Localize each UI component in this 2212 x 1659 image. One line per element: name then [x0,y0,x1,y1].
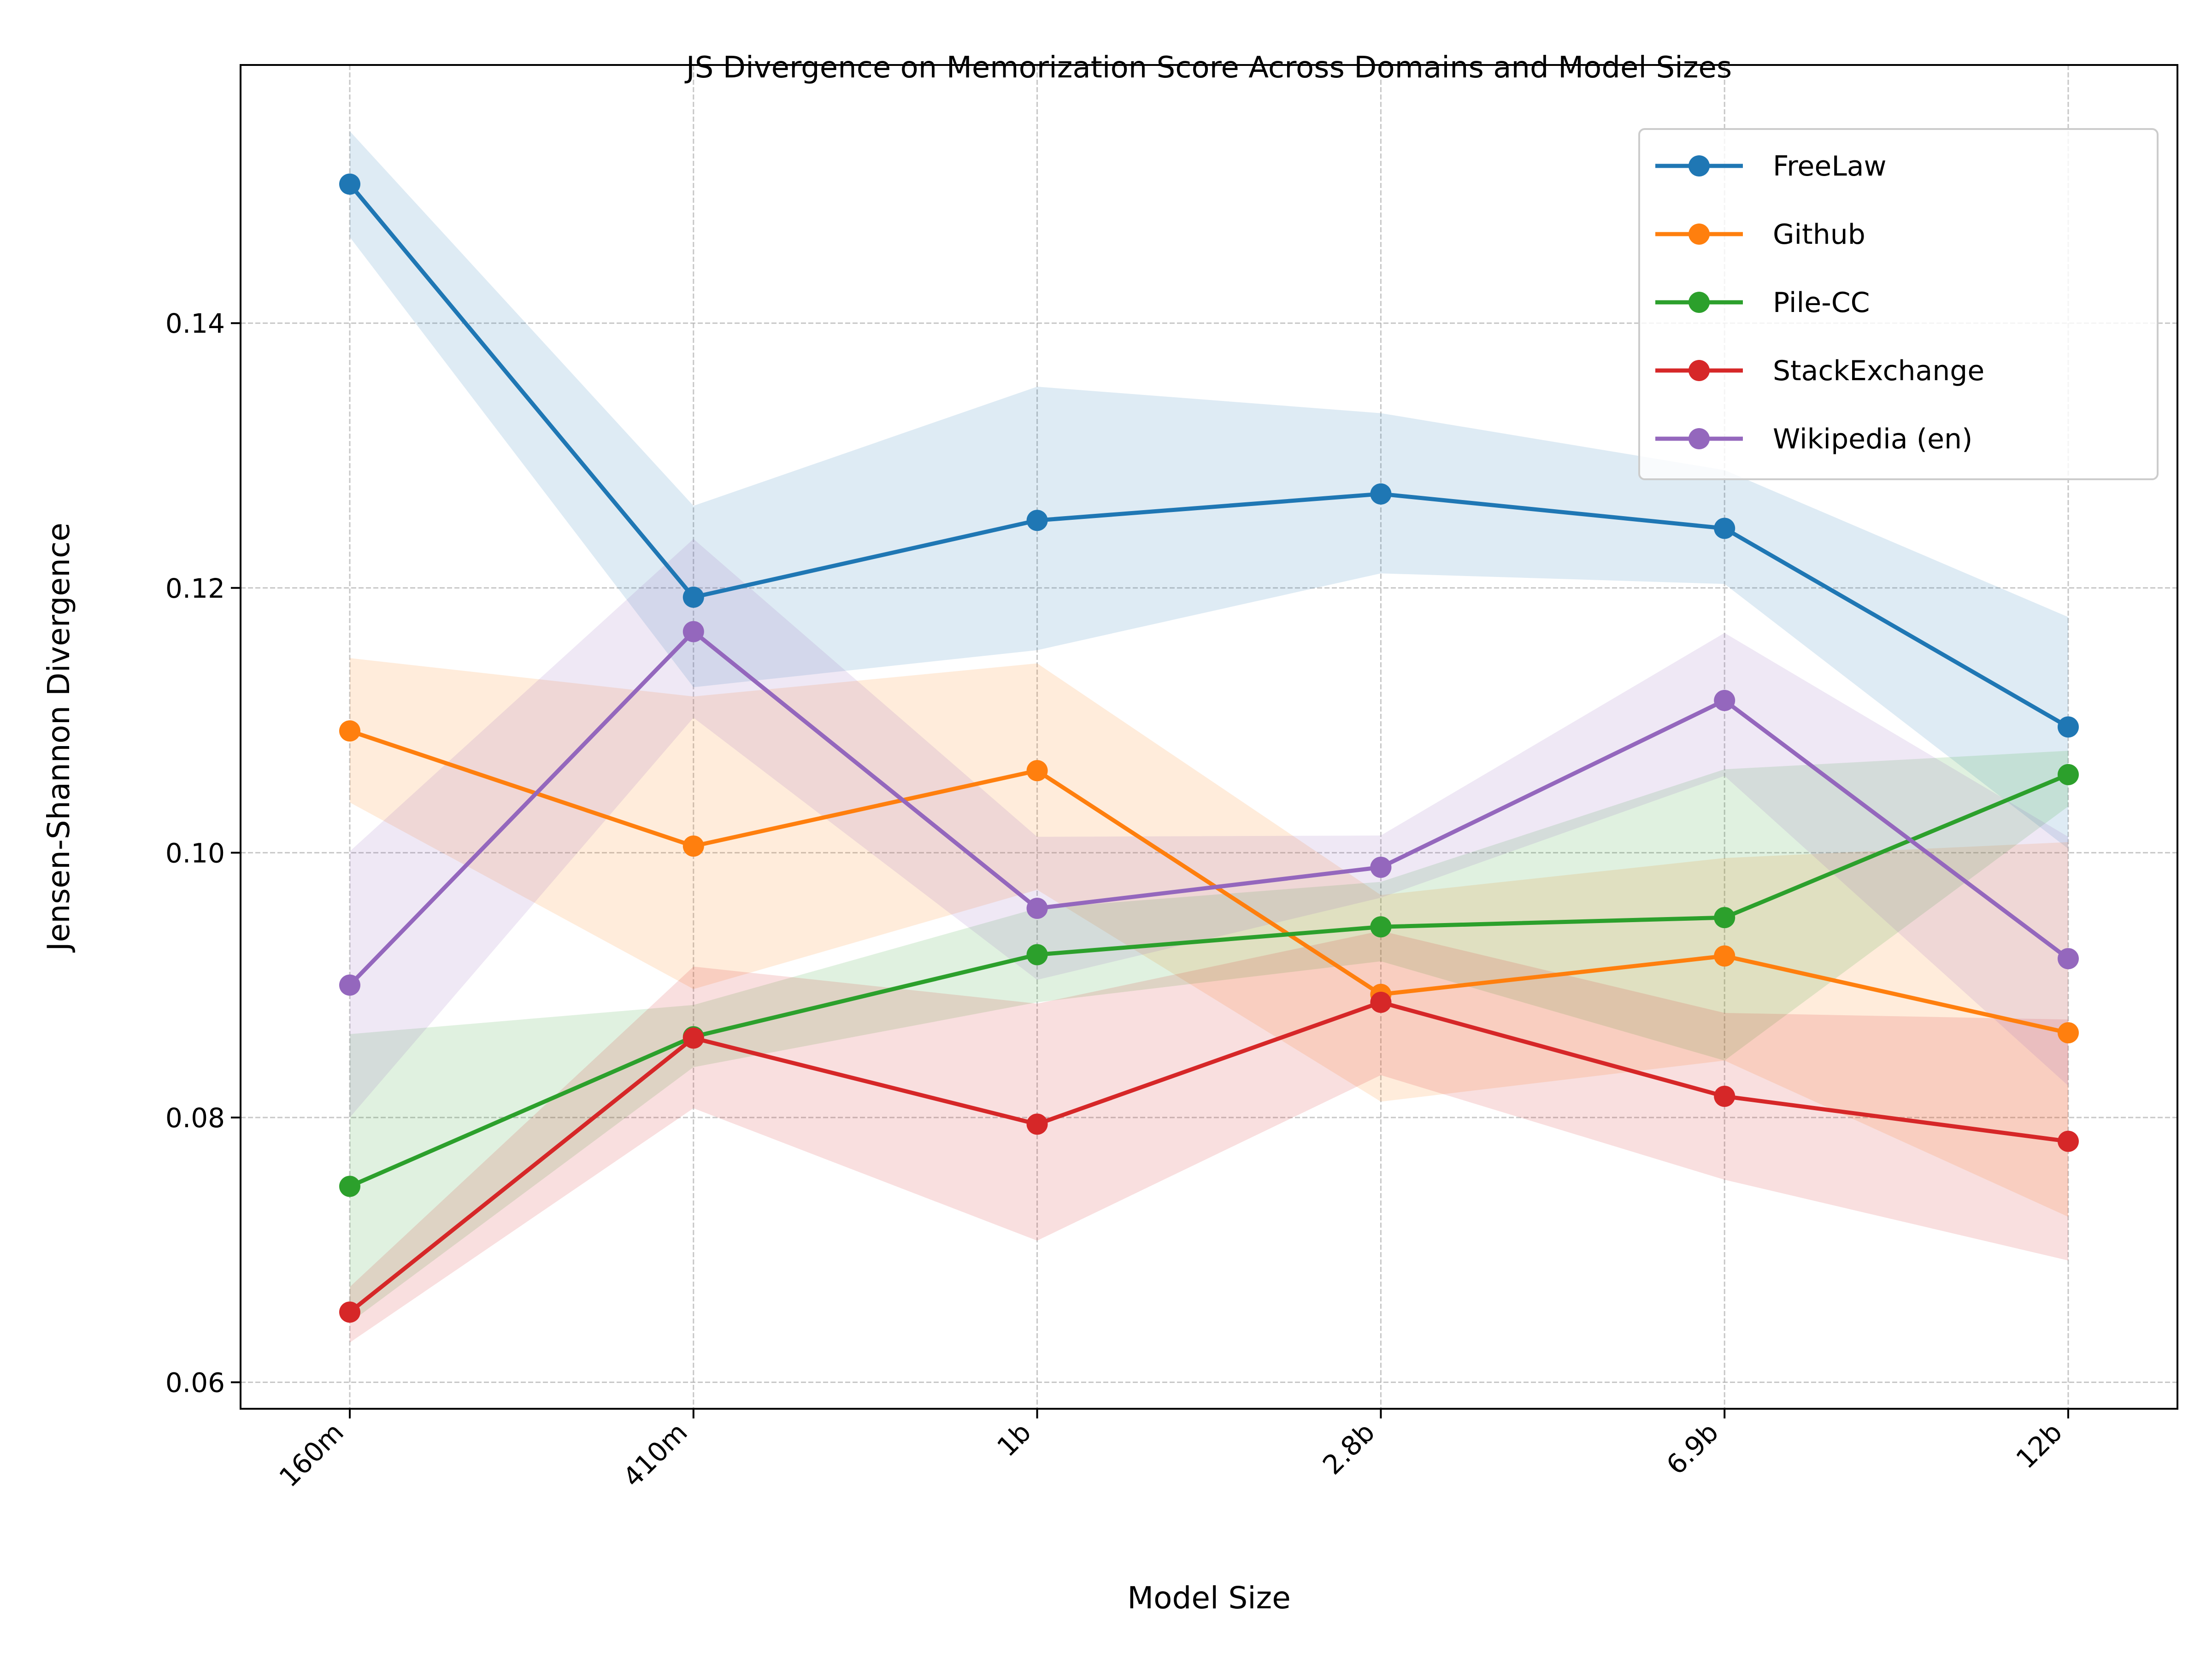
marker-github [682,835,704,857]
marker-pile-cc [2058,764,2079,785]
marker-stackexchange [682,1027,704,1049]
marker-github [2058,1022,2079,1044]
line-wikipedia-en [347,629,2071,988]
x-axis-label: Model Size [1127,1580,1291,1616]
marker-wikipedia-en [1370,856,1392,878]
band-freelaw [350,131,2068,849]
band-stackexchange [350,930,2068,1343]
marker-freelaw [1714,518,1735,539]
marker-pile-cc [1714,907,1735,929]
band-github [350,658,2068,1217]
marker-stackexchange [1714,1085,1735,1107]
series-markers [339,173,2079,1323]
legend-label: FreeLaw [1773,150,1887,182]
legend-label: Pile-CC [1773,287,1870,319]
legend-marker [1688,292,1710,313]
series-lines [347,182,2071,1314]
legend: FreeLaw Github Pile-CC StackExchange Wikiped… [1638,128,2159,480]
band-pile-cc [350,751,2068,1323]
legend-label: StackExchange [1773,355,1984,387]
marker-wikipedia-en [1714,689,1735,711]
marker-stackexchange [1026,1113,1048,1135]
marker-wikipedia-en [1026,898,1048,919]
marker-freelaw [1026,510,1048,531]
marker-github [1714,945,1735,967]
marker-wikipedia-en [2058,948,2079,970]
marker-github [339,720,360,742]
legend-marker [1688,360,1710,381]
legend-label: Wikipedia (en) [1773,423,1972,455]
marker-freelaw [1370,483,1392,505]
confidence-bands [350,131,2068,1343]
y-tick-label: 0.10 [165,837,225,869]
marker-freelaw [339,173,360,195]
line-pile-cc [347,772,2071,1188]
legend-box [1638,128,2159,480]
line-github [347,729,2071,1035]
legend-marker [1688,224,1710,245]
marker-github [1026,760,1048,782]
marker-stackexchange [339,1301,360,1323]
legend-marker [1688,155,1710,176]
marker-pile-cc [1026,944,1048,965]
marker-stackexchange [2058,1130,2079,1152]
y-tick-label: 0.14 [165,308,225,339]
line-freelaw [347,182,2071,729]
line-stackexchange [347,1000,2071,1314]
plot-frame [240,64,2178,1410]
marker-freelaw [2058,716,2079,738]
legend-marker [1688,428,1710,449]
legend-label: Github [1773,218,1865,251]
marker-pile-cc [339,1176,360,1197]
marker-wikipedia-en [682,621,704,642]
y-tick-label: 0.12 [165,573,225,604]
chart-title: JS Divergence on Memorization Score Acro… [684,51,1732,85]
y-tick-label: 0.06 [165,1367,225,1399]
marker-freelaw [682,586,704,608]
marker-wikipedia-en [339,974,360,996]
y-tick-label: 0.08 [165,1102,225,1134]
y-axis-label: Jensen-Shannon Divergence [41,523,76,953]
band-wikipedia-en [350,539,2068,1118]
marker-pile-cc [1370,916,1392,938]
marker-stackexchange [1370,992,1392,1013]
